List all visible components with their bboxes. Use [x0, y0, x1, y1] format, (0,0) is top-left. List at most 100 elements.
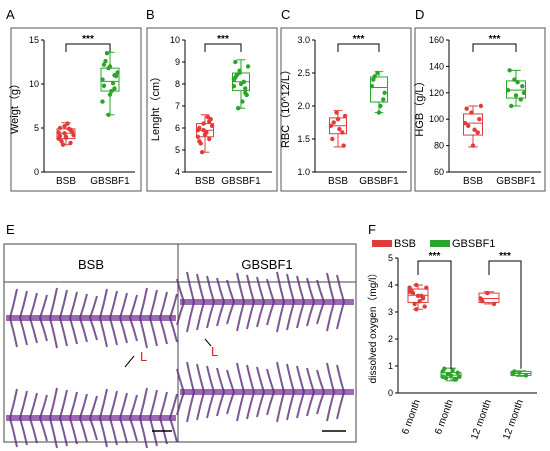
- gill-lamella: [159, 291, 168, 319]
- data-point: [201, 121, 206, 126]
- significance-label: ***: [489, 34, 501, 45]
- x-tick-label: GBSBF1: [359, 176, 399, 187]
- data-point: [505, 87, 511, 93]
- gill-lamella: [206, 275, 215, 303]
- gill-lamella: [296, 275, 305, 303]
- data-point: [63, 134, 69, 139]
- data-point: [207, 119, 212, 124]
- arrow-gbsbf1: [204, 338, 212, 347]
- gill-lamella: [109, 290, 118, 319]
- data-point: [376, 110, 382, 115]
- chart-d: 60 80 100 120 140 160 HGB（g/L） BSB GBSBF1 ***: [413, 34, 541, 187]
- data-point: [480, 299, 485, 304]
- data-point: [101, 62, 107, 67]
- data-point: [517, 370, 522, 375]
- gill-lamella: [59, 389, 68, 419]
- panel-label-b: B: [146, 7, 155, 22]
- y-axis-label: Weigt（g）: [8, 78, 21, 134]
- gill-lamella: [49, 317, 58, 349]
- y-tick-label: 0: [388, 388, 393, 398]
- gill-lamella: [216, 391, 225, 417]
- histology-title-gbsbf1: GBSBF1: [241, 257, 292, 272]
- data-point: [205, 114, 211, 120]
- data-point: [107, 64, 113, 69]
- gill-lamella: [306, 367, 315, 393]
- significance-label: ***: [217, 34, 229, 45]
- gill-lamella: [139, 287, 148, 319]
- y-tick-label: 6: [175, 123, 180, 133]
- gill-filament: [180, 299, 354, 305]
- y-axis-label: HGB（g/L）: [413, 75, 426, 136]
- data-point: [56, 136, 61, 141]
- data-point: [464, 106, 469, 111]
- data-point: [231, 84, 237, 89]
- gill-lamella: [226, 369, 235, 393]
- gill-lamella: [169, 417, 178, 443]
- gill-lamella: [296, 301, 305, 329]
- gill-lamella: [286, 391, 295, 421]
- gill-lamella: [129, 394, 138, 419]
- significance-label: ***: [429, 251, 441, 262]
- gill-lamella: [59, 317, 68, 347]
- y-tick-label: 100: [429, 114, 444, 124]
- gill-lamella: [79, 393, 88, 419]
- data-point: [245, 64, 251, 69]
- gill-lamella: [89, 295, 98, 319]
- gill-lamella: [306, 277, 315, 303]
- significance-label: ***: [499, 251, 511, 262]
- y-tick-label: 7: [175, 101, 180, 111]
- gill-lamella: [19, 317, 28, 346]
- data-point: [512, 369, 517, 374]
- gill-lamella: [226, 279, 235, 303]
- gill-lamella: [49, 417, 58, 449]
- legend-swatch-gbsbf1: [430, 240, 450, 247]
- data-point: [68, 140, 73, 146]
- gill-lamella: [79, 293, 88, 319]
- data-point: [521, 90, 527, 96]
- gill-lamella: [326, 301, 335, 332]
- gill-lamella: [256, 276, 265, 303]
- y-tick-label: 120: [429, 88, 444, 98]
- data-point: [410, 290, 416, 296]
- histology-title-bsb: BSB: [78, 257, 104, 272]
- data-point: [106, 112, 111, 118]
- gill-lamella: [196, 273, 205, 303]
- gill-lamella: [9, 288, 18, 319]
- gill-lamella: [119, 392, 128, 419]
- data-point: [342, 113, 348, 119]
- gill-lamella: [206, 365, 215, 393]
- gill-lamella: [266, 391, 275, 416]
- gill-lamella: [29, 392, 38, 419]
- gill-lamella: [336, 364, 345, 393]
- data-point: [369, 84, 375, 89]
- x-tick-label: 12 month: [501, 398, 526, 441]
- gill-lamella: [169, 393, 178, 419]
- panel-f-legend: BSB GBSBF1: [372, 238, 495, 250]
- data-point: [422, 304, 427, 309]
- gill-lamella: [9, 417, 18, 448]
- y-axis-label: dissolved oxygen（mg/l）: [367, 268, 379, 384]
- gill-lamella: [256, 391, 265, 418]
- gill-lamella: [149, 289, 158, 319]
- data-point: [452, 377, 457, 382]
- gill-lamella: [139, 387, 148, 419]
- data-point: [107, 92, 113, 97]
- y-tick-label: 10: [29, 79, 39, 89]
- gill-lamella: [39, 394, 48, 419]
- data-point: [195, 134, 201, 139]
- data-point: [457, 374, 462, 379]
- gill-lamella: [186, 391, 195, 423]
- significance-bracket: [337, 43, 380, 52]
- gill-lamella: [89, 417, 98, 441]
- gill-lamella: [89, 395, 98, 419]
- y-tick-label: 160: [429, 35, 444, 45]
- data-point: [197, 125, 202, 131]
- chart-c: 1.0 1.5 2.0 2.5 3.0 RBC（10^12/L） BSB GBSBF1 ***: [279, 34, 407, 187]
- data-point: [243, 90, 248, 96]
- gill-lamella: [99, 317, 108, 348]
- data-point: [197, 139, 202, 144]
- gill-lamella: [109, 417, 118, 446]
- gill-lamella: [226, 301, 235, 325]
- panel-d-frame: [414, 27, 546, 192]
- chart-f: 0 1 2 3 4 5 dissolved oxygen（mg/l） 6 month 6 mon…: [367, 251, 537, 441]
